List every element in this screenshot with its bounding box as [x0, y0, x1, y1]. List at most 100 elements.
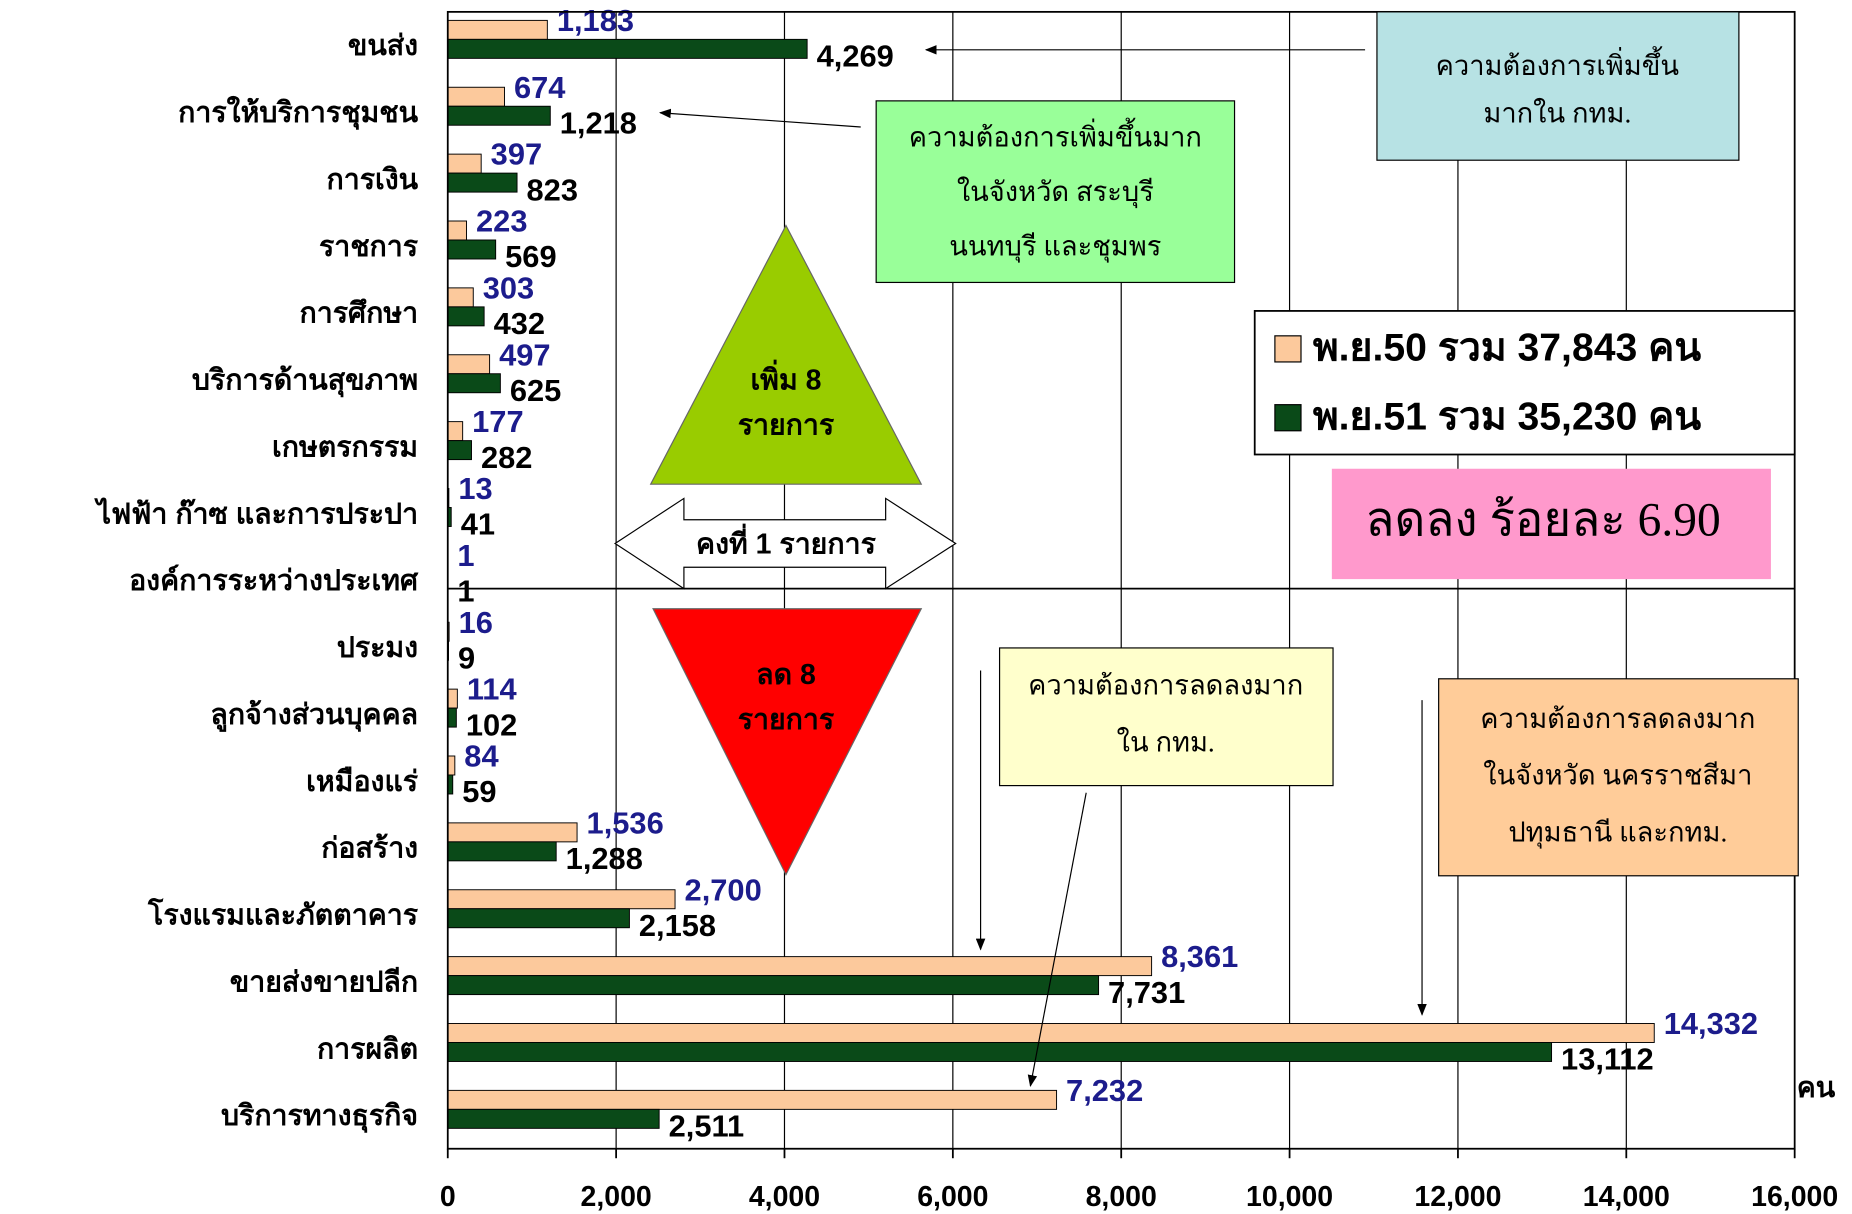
callout-text: ปทุมธานี และกทม. — [1508, 818, 1727, 850]
y-tick-label: ประมง — [337, 632, 418, 664]
bar — [447, 707, 457, 728]
bar — [447, 1042, 1553, 1062]
callout-box — [1438, 678, 1799, 877]
callout-text: ในจังหวัด นครราชสีมา — [1483, 760, 1752, 791]
value-label: 823 — [527, 172, 578, 207]
bar — [447, 908, 630, 929]
callout-text: ความต้องการเพิ่มขึ้นมาก — [909, 117, 1202, 152]
callout-text: ใน กทม. — [1117, 727, 1215, 758]
bar — [447, 1023, 1655, 1043]
legend-label: พ.ย.51 รวม 35,230 คน — [1313, 395, 1701, 438]
bar — [447, 421, 464, 442]
callout-text: มากใน กทม. — [1483, 98, 1631, 129]
bar — [447, 1089, 1058, 1110]
callout-text: ความต้องการเพิ่มขึ้น — [1436, 46, 1679, 81]
value-label: 2,158 — [639, 908, 716, 943]
bar — [447, 373, 501, 394]
arrow — [1027, 792, 1087, 1088]
value-label: 1 — [457, 538, 474, 573]
x-tick-label: 8,000 — [1086, 1181, 1157, 1213]
bar — [447, 755, 456, 776]
y-tick-label: ขนส่ง — [348, 30, 418, 62]
x-axis: 0 2,000 4,000 6,000 8,000 10,000 12,000 14,000 1… — [94, 30, 1838, 1213]
legend — [1253, 310, 1796, 456]
value-label: 13,112 — [1561, 1042, 1654, 1077]
value-label: 497 — [499, 337, 550, 372]
value-label: 14,332 — [1664, 1006, 1758, 1041]
value-label: 282 — [481, 440, 532, 475]
value-label: 59 — [462, 774, 496, 809]
value-label: 303 — [483, 270, 534, 305]
value-label: 8,361 — [1161, 939, 1238, 974]
bar — [447, 239, 497, 260]
x-tick-label: 16,000 — [1751, 1181, 1838, 1213]
bar — [447, 1108, 660, 1129]
bar — [447, 688, 458, 709]
y-tick-label: ก่อสร้าง — [321, 833, 418, 865]
bar — [447, 306, 485, 327]
x-tick-label: 6,000 — [917, 1181, 988, 1213]
arrow — [658, 108, 861, 128]
increase-triangle — [649, 224, 923, 485]
legend-items: พ.ย.50 รวม 37,843 คนพ.ย.51 รวม 35,230 คน — [1274, 326, 1701, 438]
x-axis-label: คน — [1797, 1072, 1836, 1104]
value-label: 16 — [459, 605, 493, 640]
value-label: 7,232 — [1066, 1073, 1143, 1108]
legend-swatch — [1274, 404, 1302, 432]
y-tick-label: บริการด้านสุขภาพ — [192, 365, 418, 398]
callout-text: ในจังหวัด สระบุรี — [957, 176, 1154, 209]
legend-swatch — [1274, 335, 1302, 363]
bar — [447, 38, 808, 59]
callout-text: ความต้องการลดลงมาก — [1028, 671, 1303, 701]
y-tick-label: ราชการ — [319, 231, 419, 263]
x-tick-label: 0 — [440, 1181, 456, 1213]
bar — [447, 440, 472, 461]
value-label: 84 — [464, 739, 498, 774]
y-tick-label: การให้บริการชุมชน — [178, 95, 418, 130]
x-tick-label: 4,000 — [749, 1181, 820, 1213]
value-label: 13 — [458, 471, 492, 506]
value-label: 102 — [466, 707, 517, 742]
bar — [447, 287, 474, 308]
decrease-triangle — [652, 608, 923, 876]
bar — [447, 172, 518, 193]
bar — [447, 822, 578, 843]
value-label: 1,288 — [566, 841, 643, 876]
triangle-text: รายการ — [738, 704, 835, 736]
callout-box — [875, 100, 1236, 284]
bar — [447, 105, 551, 126]
triangle-text: เพิ่ม 8 — [750, 360, 821, 397]
value-label: 223 — [476, 204, 527, 239]
y-tick-label: เหมืองแร่ — [306, 766, 419, 798]
value-label: 114 — [467, 672, 517, 707]
value-label: 41 — [461, 507, 495, 542]
value-label: 1 — [457, 574, 474, 609]
y-tick-label: ลูกจ้างส่วนบุคคล — [210, 699, 418, 732]
bar — [447, 19, 548, 40]
y-tick-label: โรงแรมและภัตตาคาร — [147, 898, 419, 932]
bar — [447, 354, 491, 375]
bar — [447, 153, 482, 174]
callout-box — [998, 647, 1334, 787]
legend-label: พ.ย.50 รวม 37,843 คน — [1313, 326, 1701, 369]
value-label: 1,183 — [557, 3, 634, 38]
callout-text: นนทบุรี และชุมพร — [949, 231, 1161, 263]
value-label: 432 — [494, 306, 545, 341]
triangle-text: ลด 8 — [756, 659, 816, 691]
value-label: 1,536 — [587, 805, 664, 840]
summary-box — [1331, 468, 1771, 580]
value-label: 2,511 — [669, 1109, 744, 1144]
bar — [447, 956, 1153, 977]
value-label: 625 — [510, 373, 561, 408]
value-label: 1,218 — [560, 105, 637, 140]
bar — [447, 86, 505, 107]
bar — [447, 889, 676, 910]
callout-text: ความต้องการลดลงมาก — [1480, 704, 1755, 734]
value-label: 2,700 — [685, 872, 762, 907]
value-label: 569 — [505, 239, 556, 274]
triangle-text: รายการ — [738, 410, 835, 442]
arrow-text: คงที่ 1 รายการ — [696, 523, 877, 560]
value-label: 397 — [491, 137, 542, 172]
